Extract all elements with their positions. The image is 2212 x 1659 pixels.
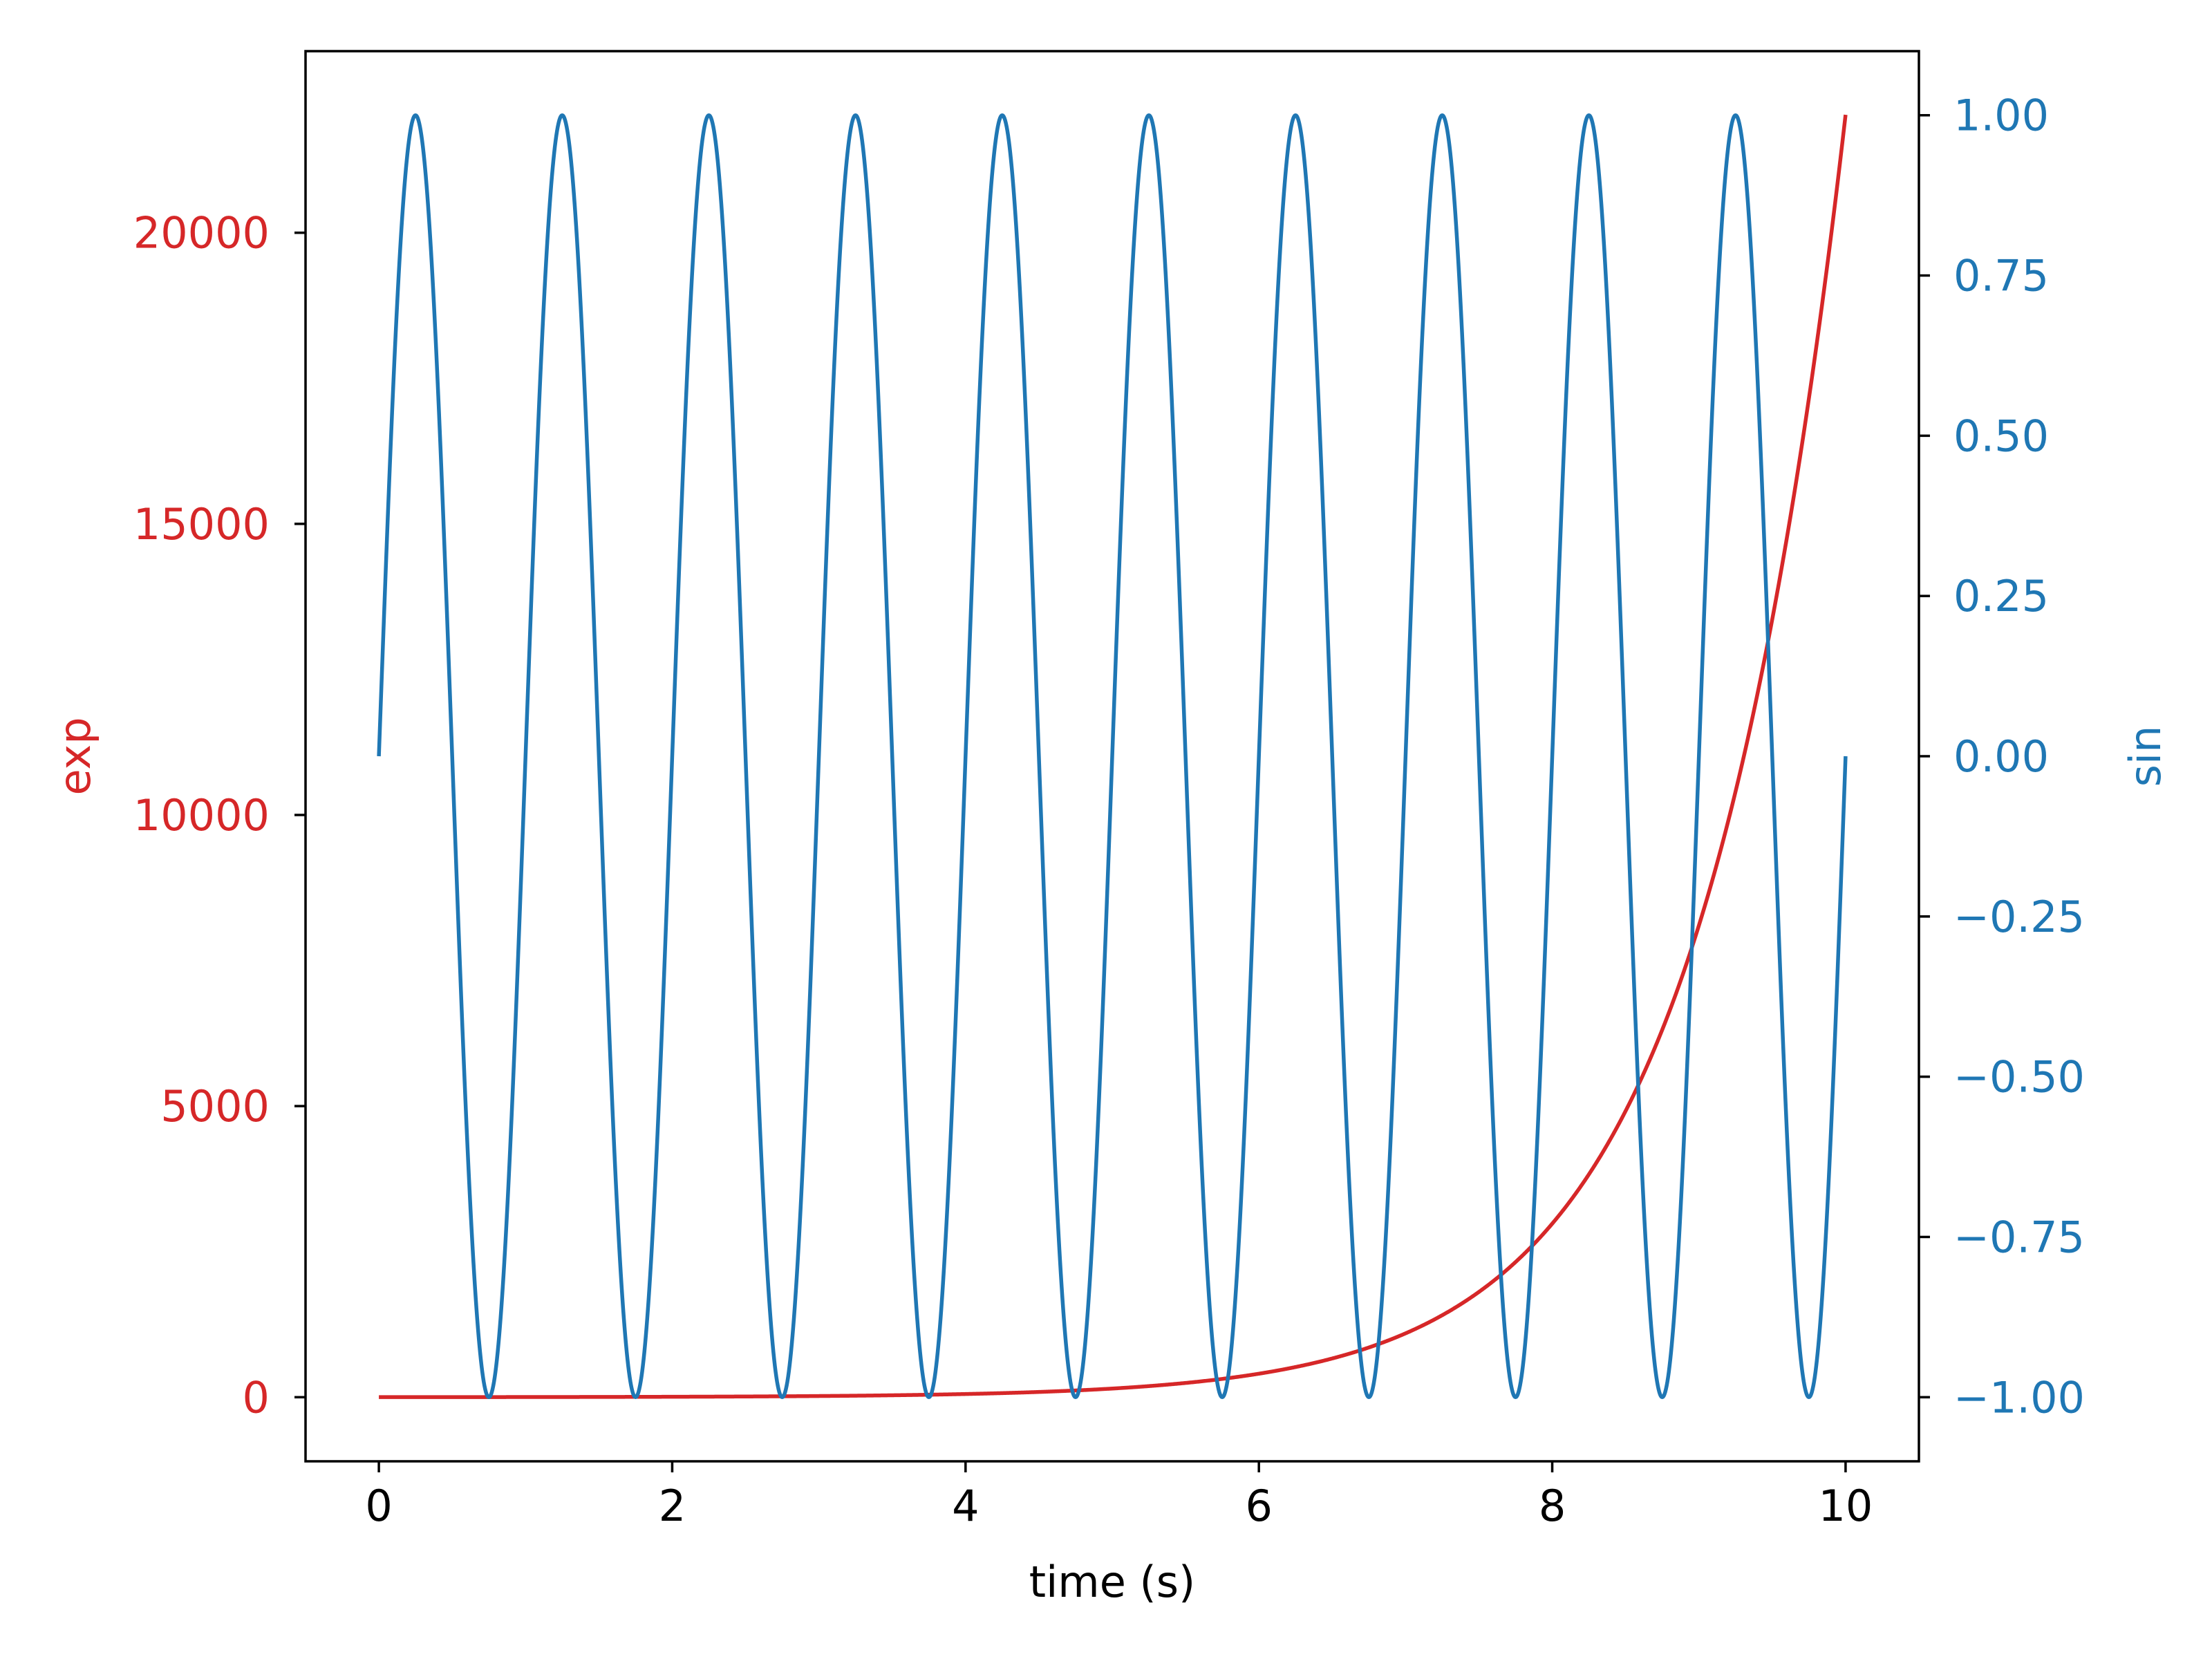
x-tick-label: 6: [1245, 1481, 1272, 1531]
x-axis-label: time (s): [1029, 1557, 1195, 1607]
series-line-sin: [377, 113, 1848, 1400]
x-tick-label: 0: [365, 1481, 392, 1531]
series-layer: [377, 113, 1848, 1400]
left-y-tick-label: 0: [243, 1372, 270, 1423]
left-y-axis: 0 5000 10000 15000 20000: [133, 208, 306, 1423]
x-tick-label: 4: [952, 1481, 979, 1531]
right-y-tick-label: 0.00: [1953, 731, 2049, 782]
left-y-tick-label: 10000: [133, 790, 270, 841]
left-y-tick-label: 20000: [133, 208, 270, 259]
x-tick-label: 2: [659, 1481, 686, 1531]
right-y-tick-label: 1.00: [1953, 91, 2049, 141]
left-y-tick-label: 5000: [160, 1081, 270, 1132]
right-y-tick-label: −0.50: [1953, 1052, 2085, 1103]
x-tick-label: 8: [1539, 1481, 1566, 1531]
right-y-tick-label: −1.00: [1953, 1372, 2085, 1423]
series-line-exp: [377, 114, 1848, 1399]
right-y-tick-label: 0.75: [1953, 251, 2049, 301]
left-y-tick-label: 15000: [133, 499, 270, 550]
x-axis: 0 2 4 6 8 10: [365, 1461, 1873, 1531]
right-y-axis-label: sin: [2120, 726, 2171, 787]
right-y-tick-label: 0.50: [1953, 411, 2049, 461]
right-y-tick-label: −0.25: [1953, 892, 2085, 942]
left-y-axis-label: exp: [50, 717, 100, 795]
x-tick-label: 10: [1818, 1481, 1873, 1531]
right-y-tick-label: −0.75: [1953, 1212, 2085, 1262]
right-y-tick-label: 0.25: [1953, 571, 2049, 621]
right-y-axis: −1.00 −0.75 −0.50 −0.25 0.00 0.25 0.50 0.75 1.00: [1919, 91, 2085, 1423]
